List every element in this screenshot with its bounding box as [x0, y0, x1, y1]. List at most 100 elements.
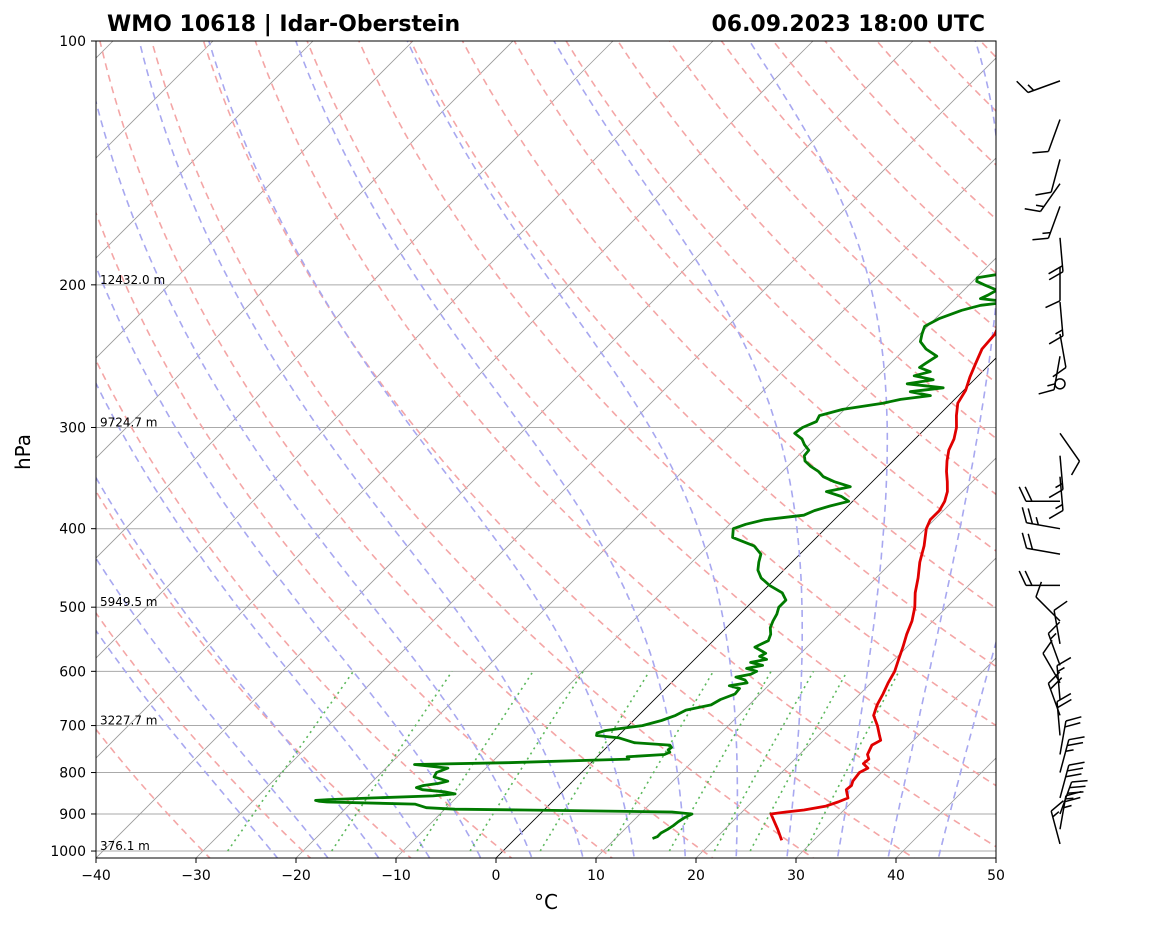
mixing-ratio-line — [469, 670, 584, 852]
isotherm-10 — [595, 457, 996, 858]
wind-barb — [1052, 333, 1067, 378]
wind-barb-half — [1047, 383, 1056, 387]
wind-barb — [1059, 761, 1085, 799]
isotherm--100 — [96, 41, 314, 259]
plot-frame — [95, 40, 997, 859]
wind-barb-full — [1021, 507, 1028, 523]
wind-barb-full — [1056, 692, 1072, 703]
isotherm-0 — [495, 357, 996, 858]
wind-barb-half — [1057, 666, 1065, 673]
x-axis: −40 −30 −20 −10 0 10 20 30 40 50 — [81, 858, 1005, 884]
isotherm--60 — [96, 41, 714, 659]
dry-adiabat — [150, 41, 815, 858]
mixing-ratio-line — [804, 670, 900, 852]
wind-barb-full — [1027, 508, 1034, 525]
y-tick-label: 200 — [59, 278, 86, 294]
dry-adiabat — [616, 41, 996, 440]
wind-barb-full — [1070, 460, 1081, 476]
wind-barb-staff — [1050, 159, 1061, 193]
mixing-ratio-line — [607, 670, 715, 852]
wind-barb-staff — [1047, 683, 1061, 716]
wind-barb-full — [1067, 767, 1084, 772]
wind-barb-full — [1071, 779, 1088, 783]
chart-title-time: 06.09.2023 18:00 UTC — [711, 12, 985, 37]
profiles — [314, 273, 996, 841]
wind-barb-full — [1016, 80, 1029, 94]
dry-adiabat — [565, 41, 996, 496]
wind-barb-full — [1069, 785, 1086, 789]
dry-adiabat — [202, 41, 916, 858]
wind-barbs — [1016, 80, 1088, 845]
wind-barb-half — [1035, 516, 1040, 526]
wind-barb-staff — [1026, 547, 1061, 555]
isotherm--80 — [96, 41, 514, 459]
isotherm-50 — [995, 857, 996, 858]
y-tick-label: 1000 — [50, 844, 86, 860]
isotherm-40 — [895, 757, 996, 858]
wind-barb — [1059, 779, 1088, 815]
wind-barb-full — [1048, 335, 1064, 345]
x-tick-label: 20 — [687, 868, 705, 884]
isotherm--10 — [395, 257, 996, 858]
wind-barb-half — [1049, 632, 1057, 640]
mixing-ratio-line — [668, 670, 772, 852]
dry-adiabat — [358, 41, 996, 727]
wind-barb-half — [1055, 503, 1063, 510]
wind-barb-full — [1042, 639, 1053, 654]
wind-barb-full — [1048, 488, 1064, 499]
wind-barb — [1032, 119, 1061, 154]
moist-adiabat — [96, 264, 482, 858]
wind-barb-staff — [1047, 119, 1061, 152]
isotherm-20 — [695, 557, 996, 858]
moist-adiabat — [96, 556, 329, 858]
moist-adiabat — [208, 41, 636, 858]
isotherm--50 — [96, 41, 814, 759]
wind-barb — [1059, 716, 1082, 755]
wind-barb-full — [1050, 800, 1064, 812]
moist-adiabat — [937, 639, 996, 858]
wind-barb-full — [1064, 796, 1081, 803]
wind-barb-full — [1065, 773, 1082, 778]
height-label: 12432.0 m — [100, 273, 165, 287]
isotherm--70 — [96, 41, 614, 559]
wind-barb-full — [1018, 570, 1027, 586]
x-tick-label: −10 — [381, 868, 411, 884]
height-label: 3227.7 m — [100, 714, 158, 728]
chart-title-station: WMO 10618 | Idar-Oberstein — [107, 12, 460, 37]
dry-adiabat — [1015, 23, 1160, 868]
moist-adiabat — [553, 41, 803, 858]
wind-barb-full — [1045, 300, 1061, 309]
mixing-ratio-line — [539, 670, 651, 852]
wind-barb-full — [1032, 237, 1049, 241]
y-tick-label: 600 — [59, 664, 86, 680]
wind-barb — [1032, 206, 1061, 241]
y-tick-label: 700 — [59, 719, 86, 735]
wind-barb-full — [1068, 761, 1085, 766]
wind-barb — [1048, 301, 1064, 345]
isotherm--20 — [295, 157, 996, 858]
wind-barb-half — [1055, 482, 1063, 489]
wind-barb — [1048, 237, 1064, 281]
height-label: 9724.7 m — [100, 415, 158, 429]
wind-barb-staff — [1059, 333, 1067, 368]
dry-adiabat — [668, 41, 996, 384]
moist-adiabat — [96, 476, 380, 858]
wind-barb-full — [1018, 486, 1027, 502]
x-tick-label: 30 — [787, 868, 805, 884]
wind-barb — [1021, 507, 1061, 530]
y-tick-label: 500 — [59, 600, 86, 616]
x-tick-label: 50 — [987, 868, 1005, 884]
dry-adiabat — [409, 41, 996, 668]
y-tick-label: 800 — [59, 766, 86, 782]
x-axis-label: °C — [534, 890, 558, 914]
wind-barb — [1048, 476, 1064, 520]
x-tick-label: 10 — [587, 868, 605, 884]
wind-barb-half — [1063, 804, 1072, 809]
moist-adiabat — [295, 41, 687, 858]
dry-adiabat — [875, 41, 996, 167]
wind-barb-full — [1032, 150, 1049, 154]
wind-barb-full — [1068, 736, 1085, 741]
wind-barb-half — [1027, 84, 1035, 91]
dry-adiabat — [720, 41, 996, 329]
